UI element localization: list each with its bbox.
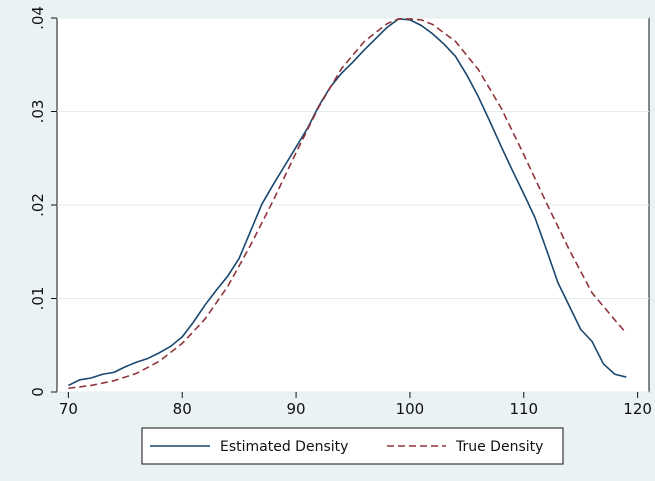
y-tick-label-1: .01 <box>29 287 47 311</box>
x-tick-label-3: 100 <box>396 400 425 418</box>
y-tick-label-0: 0 <box>29 387 47 397</box>
y-tick-label-3: .03 <box>29 100 47 124</box>
x-tick-label-4: 110 <box>509 400 538 418</box>
y-tick-label-2: .02 <box>29 193 47 217</box>
x-tick-label-1: 80 <box>173 400 192 418</box>
legend-label-true-density: True Density <box>455 439 543 455</box>
series-line-estimated-density <box>68 18 627 387</box>
x-tick-label-2: 90 <box>287 400 306 418</box>
legend-box <box>141 427 564 465</box>
legend-label-estimated-density: Estimated Density <box>220 439 348 455</box>
x-tick-label-0: 70 <box>59 400 78 418</box>
grid-lines <box>57 17 649 393</box>
series-line-true-density <box>68 18 627 390</box>
axes: 0 .01 .02 .03 .04 70 80 90 100 110 120 <box>29 6 652 418</box>
y-tick-label-4: .04 <box>29 6 47 30</box>
legend: Estimated Density True Density <box>141 427 564 465</box>
x-tick-label-5: 120 <box>623 400 652 418</box>
series <box>68 18 627 390</box>
